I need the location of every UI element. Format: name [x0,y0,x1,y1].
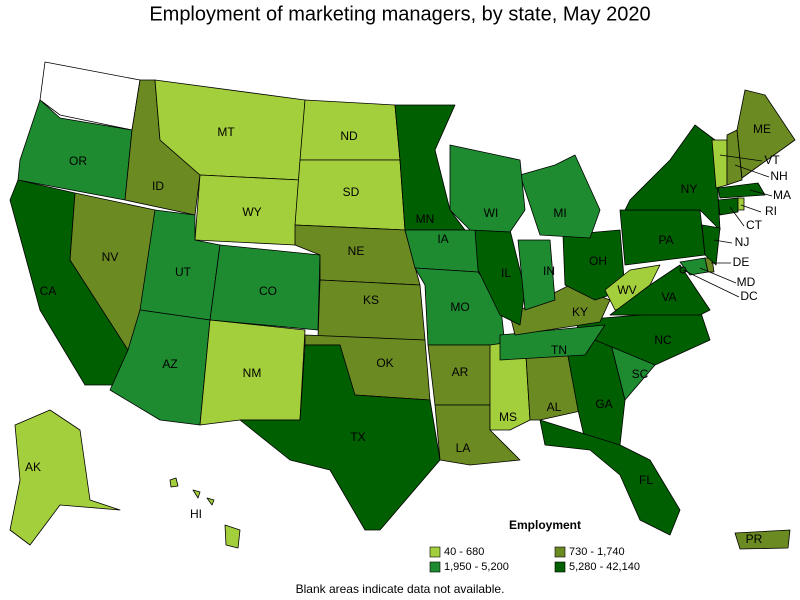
state [206,497,215,506]
legend-label: 5,280 - 42,140 [569,561,640,573]
state-label: SD [343,185,360,199]
state [519,154,601,239]
state-label: NE [348,244,365,258]
leader-line [713,239,733,244]
state-label: MD [737,275,756,289]
state-label: NC [654,333,672,347]
legend-swatch [429,561,441,573]
state-label: NM [243,366,262,380]
state [737,197,745,211]
state-label: DE [733,255,750,269]
legend-label: 1,950 - 5,200 [444,561,509,573]
legend-swatch [554,546,566,558]
state-label: ME [753,122,771,136]
legend-swatch [429,546,441,558]
state [609,264,711,316]
state [717,182,766,199]
state-label: NJ [735,235,750,249]
state [499,324,606,361]
legend-label: 40 - 680 [444,546,484,558]
state [192,489,201,499]
legend-label: 730 - 1,740 [569,546,625,558]
state [394,104,466,231]
state-label: AL [547,400,562,414]
state-label: NV [102,250,119,264]
state-label: OR [69,154,87,168]
leader-line [740,204,762,213]
state-label: WY [242,205,261,219]
legend-swatch [554,561,566,573]
note: Blank areas indicate data not available. [296,582,505,596]
leader-line [699,267,737,284]
state-label: FL [639,473,653,487]
state-label: TX [350,430,365,444]
state-label: IA [437,232,448,246]
state-label: CA [40,284,57,298]
state [9,409,121,546]
leader-line [749,189,773,197]
state-label: AK [25,460,41,474]
state-label: DC [740,289,758,303]
state-label: ND [340,129,358,143]
state-label: LA [456,441,471,455]
state [509,284,611,336]
leader-line [729,206,745,227]
state [224,524,241,549]
state-label: RI [765,204,777,218]
state-label: KY [572,305,588,319]
state-label: MN [416,212,435,226]
state [734,529,791,550]
leader-line [734,164,770,178]
legend-title: Employment [509,518,581,532]
state-label: SC [632,367,649,381]
state-label: MT [217,125,235,139]
states [9,79,796,550]
state-label: MO [450,300,469,314]
state-label: IN [543,264,555,278]
state-label: OK [376,356,393,370]
legend: 40 - 680 730 - 1,740 1,950 - 5,200 5,280 - … [429,546,640,573]
state-label: WV [617,283,636,297]
state-label: AZ [162,357,177,371]
state-label: KS [363,293,379,307]
state [517,239,556,311]
state [539,419,681,536]
state-no-data [39,61,141,131]
state-label: IL [501,266,511,280]
leader-line [682,269,740,298]
leader-line [719,154,763,162]
state [169,477,179,488]
state-label: MI [553,206,566,220]
state-label: UT [175,265,192,279]
state-label: MS [499,410,517,424]
state-label: GA [595,397,612,411]
state-label: VT [764,153,780,167]
state-label: PA [658,233,673,247]
state [701,224,721,266]
state [736,89,796,179]
state-label: MA [773,188,791,202]
state-label: PR [746,532,763,546]
state-label: OH [589,254,607,268]
state [317,279,426,341]
state-label: NH [770,169,787,183]
state [449,144,526,233]
state [239,344,441,531]
state-label: AR [452,365,469,379]
state-label: HI [190,507,202,521]
state-label: CT [746,218,763,232]
state-label: WI [484,206,499,220]
state-label: TN [551,343,567,357]
state [717,197,739,216]
state-label: NY [681,182,698,196]
state-label: CO [259,284,277,298]
state-label: ID [152,179,164,193]
map-title: Employment of marketing managers, by sta… [149,3,650,25]
state-label: VA [661,290,676,304]
